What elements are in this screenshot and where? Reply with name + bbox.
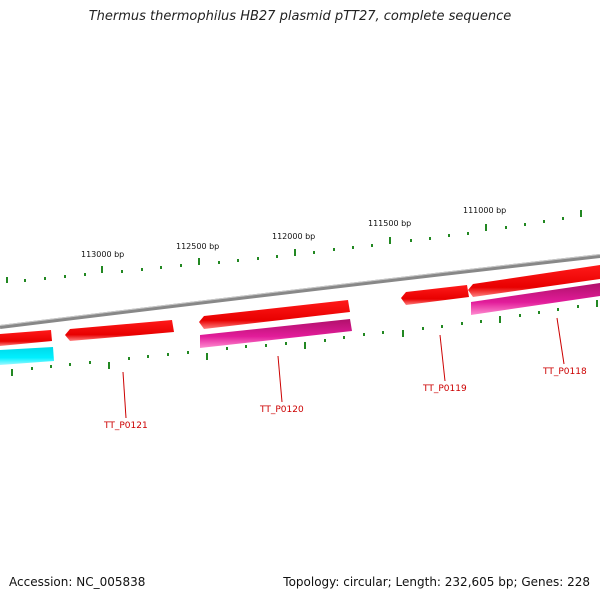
forward-strand-genes [0,265,600,346]
gene-arrow-tt-p0118[interactable] [468,265,600,297]
feature-cyan[interactable] [0,347,54,365]
gene-label-leaders [122,317,565,419]
map-title: Thermus thermophilus HB27 plasmid pTT27,… [88,9,512,24]
accession-label: Accession: NC_005838 [9,575,146,589]
inner-scale-ticks [11,300,598,376]
gene-label-tt-p0121[interactable]: TT_P0121 [103,421,148,431]
gene-label-tt-p0119[interactable]: TT_P0119 [422,384,467,394]
gene-label-tt-p0120[interactable]: TT_P0120 [259,405,304,415]
plasmid-backbone [0,254,600,329]
scale-label-112500: 112500 bp [176,242,219,251]
topology-summary: Topology: circular; Length: 232,605 bp; … [283,575,590,589]
gene-arrow-reverse-2[interactable] [471,283,600,315]
gene-arrow-reverse-1[interactable] [200,319,352,348]
gene-arrow-tt-p0121[interactable] [65,320,174,341]
scale-label-113000: 113000 bp [81,250,124,259]
plasmid-backbone-highlight [0,254,600,326]
gene-arrow-tt-p0120[interactable] [199,300,350,329]
reverse-strand-genes [200,283,600,348]
outer-scale-ticks [6,210,582,283]
scale-label-112000: 112000 bp [272,232,315,241]
gene-arrow-tt-p0119[interactable] [401,285,469,305]
gene-arrow-partial-left[interactable] [0,330,52,346]
scale-label-111000: 111000 bp [463,206,506,215]
gene-label-tt-p0118[interactable]: TT_P0118 [542,367,587,377]
scale-label-111500: 111500 bp [368,219,411,228]
